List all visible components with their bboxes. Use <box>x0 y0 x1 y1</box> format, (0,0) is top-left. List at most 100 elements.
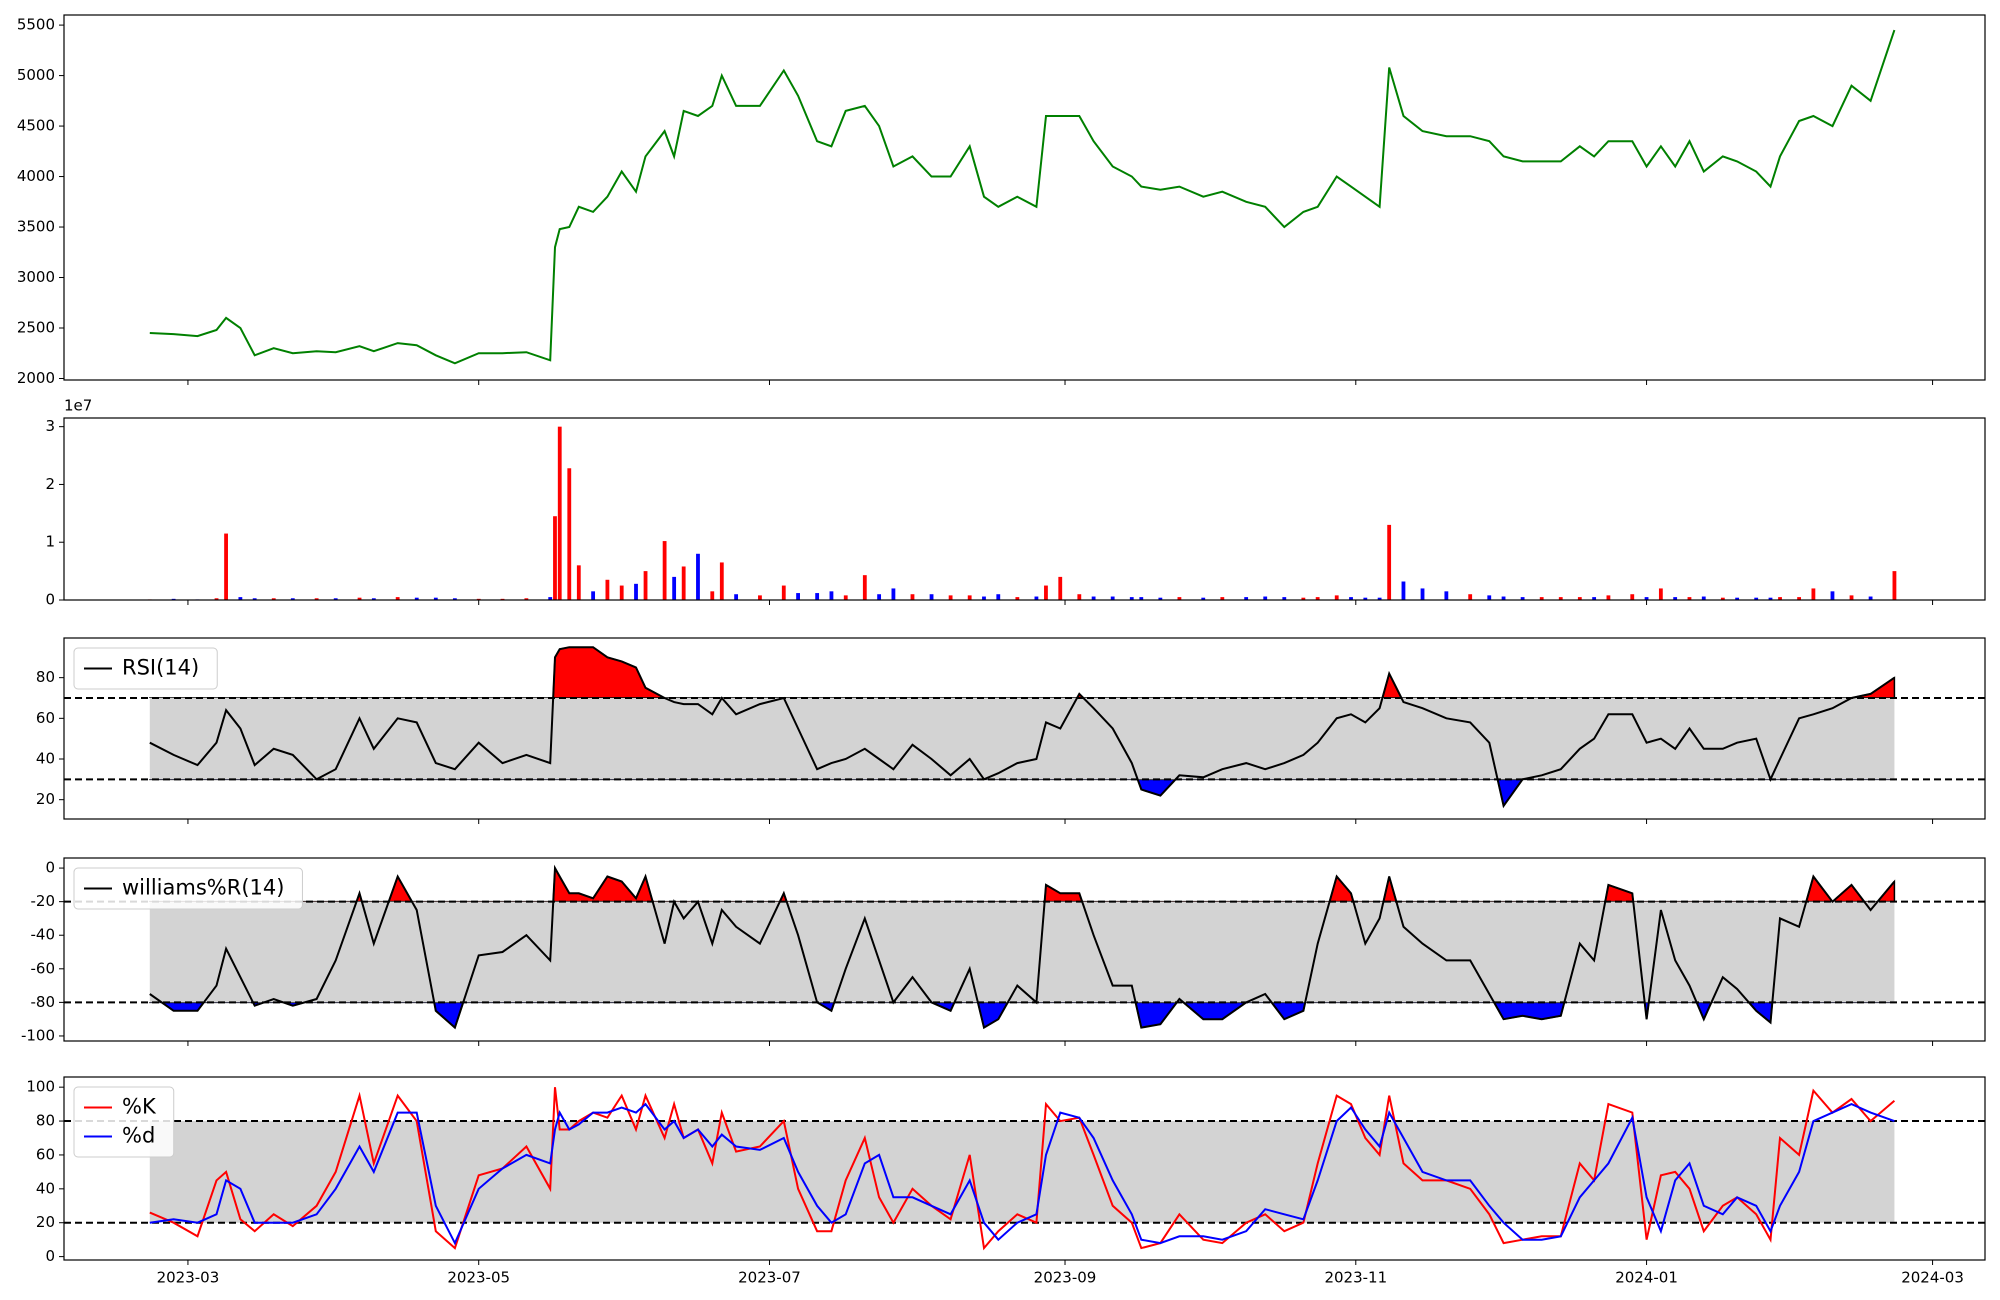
volume-bar <box>1315 597 1320 600</box>
frame <box>63 1076 1986 1261</box>
volume-bar <box>1520 597 1525 600</box>
volume-bar <box>696 553 700 600</box>
volume-bar <box>1558 597 1563 600</box>
y-tick-label: -100 <box>21 1026 55 1044</box>
y-tick-label: -20 <box>31 892 56 910</box>
y-tick-label: 0 <box>45 1247 55 1265</box>
volume-bar <box>1158 597 1163 600</box>
volume-bar <box>314 598 319 600</box>
volume-bar <box>967 595 972 600</box>
x-tick-label: 2023-03 <box>157 1269 220 1287</box>
volume-bar <box>1811 588 1816 600</box>
volume-bar <box>1720 597 1725 600</box>
band <box>149 901 1895 1003</box>
indicator-line <box>149 646 1895 809</box>
volume-bar <box>371 598 376 600</box>
y-tick-label: 100 <box>26 1078 55 1096</box>
volume-bar <box>929 594 934 600</box>
volume-bar <box>1129 597 1134 600</box>
volume-bar <box>843 595 848 600</box>
y-tick-label: 2000 <box>17 369 55 387</box>
volume-bar <box>1058 576 1063 600</box>
volume-bar <box>1420 588 1425 600</box>
volume-bar <box>271 598 276 600</box>
legend: %K %d <box>73 1086 175 1158</box>
legend: RSI(14) <box>73 647 218 690</box>
volume-bar <box>238 597 243 600</box>
x-tick-label: 2023-07 <box>738 1269 801 1287</box>
legend-box <box>73 1086 175 1158</box>
y-tick-label: 4500 <box>17 117 55 135</box>
volume-bar <box>1044 585 1048 600</box>
volume-bar <box>1282 597 1287 600</box>
volume-bar <box>1244 597 1249 600</box>
plot-area <box>149 29 1896 365</box>
y-tick-label: 60 <box>36 709 55 727</box>
x-tick-label: 2023-05 <box>447 1269 510 1287</box>
legend-box <box>73 647 218 690</box>
volume-bar <box>1892 571 1897 600</box>
volume-bar <box>591 591 596 600</box>
indicator-line <box>149 1087 1896 1251</box>
volume-bar <box>1077 594 1082 600</box>
volume-bar <box>1778 597 1782 600</box>
x-tick-label: 2024-01 <box>1615 1269 1678 1287</box>
volume-bar <box>557 426 562 600</box>
frame <box>63 14 1986 381</box>
price-line <box>149 29 1896 365</box>
indicator-line <box>149 864 1896 1030</box>
volume-bar <box>1735 597 1740 600</box>
y-tick-label: 3500 <box>17 218 55 236</box>
panel: 0 -20 -40 -60 -80 -100 williams%R(14) <box>21 857 1986 1046</box>
y-tick-label: 60 <box>36 1145 55 1163</box>
volume-bar <box>1263 596 1268 600</box>
y-tick-label: 3 <box>45 417 55 435</box>
panel: 0 1 2 3 1e7 <box>45 397 1986 609</box>
volume-bar <box>1687 597 1692 600</box>
volume-bar <box>1334 595 1339 600</box>
volume-bar <box>643 571 648 600</box>
volume-bar <box>681 566 686 600</box>
volume-bar <box>1868 596 1873 600</box>
legend-label: %d <box>122 1124 155 1148</box>
volume-bar <box>1630 594 1635 600</box>
volume-bar <box>1110 596 1115 600</box>
volume-bar <box>862 575 867 600</box>
legend-label: %K <box>122 1095 157 1119</box>
volume-bar <box>1577 597 1582 600</box>
volume-bar <box>605 579 610 600</box>
volume-bar <box>662 541 667 600</box>
volume-bar <box>1177 597 1182 600</box>
volume-bar <box>433 597 438 600</box>
volume-bar <box>734 594 739 600</box>
y-tick-label: 40 <box>36 1179 55 1197</box>
volume-bar <box>1468 594 1473 600</box>
volume-bar <box>1401 581 1406 600</box>
plot-area <box>64 864 1985 1030</box>
volume-bar <box>548 597 553 600</box>
volume-bar <box>1301 597 1306 600</box>
volume-bar <box>1673 597 1678 600</box>
legend: williams%R(14) <box>73 867 303 910</box>
legend-label: williams%R(14) <box>122 876 284 900</box>
y-tick-label: 5000 <box>17 66 55 84</box>
y-tick-label: -40 <box>31 926 56 944</box>
volume-bar <box>1701 596 1706 600</box>
panel: 0 20 40 60 80 100 2023-03 2023-05 2023-07 2023-09… <box>26 1076 1986 1287</box>
x-tick-label: 2023-11 <box>1324 1269 1387 1287</box>
volume-bar <box>996 594 1001 600</box>
indicator-line <box>149 1102 1895 1246</box>
frame <box>63 857 1986 1042</box>
volume-bar <box>290 598 295 600</box>
y-tick-label: 3000 <box>17 268 55 286</box>
volume-bar <box>333 598 338 600</box>
frame <box>63 417 1986 601</box>
volume-bar <box>576 565 581 600</box>
volume-bar <box>910 594 915 600</box>
volume-bar <box>1091 596 1096 600</box>
y-tick-label: 2500 <box>17 319 55 337</box>
volume-bar <box>524 598 529 600</box>
y-tick-label: 20 <box>36 1213 55 1231</box>
volume-bar <box>758 595 762 600</box>
volume-bar <box>214 598 219 600</box>
